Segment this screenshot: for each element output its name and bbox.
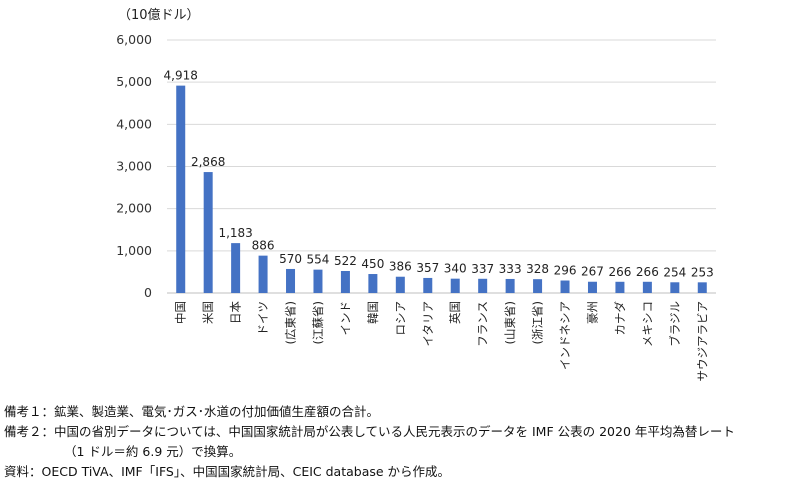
category-label: イタリア [421,301,435,347]
bar [368,274,378,293]
category-label: フランス [476,301,490,347]
value-label: 386 [389,260,412,274]
category-label: カナダ [613,301,627,336]
category-labels: 中国 米国 日本 ドイツ (広東省) (江蘇省) インド 韓国 ロシア イタリア 英国 フランス (山東… [174,301,710,382]
unit-label: （10億ドル） [118,7,200,23]
value-label: 254 [663,265,686,279]
y-tick-label: 4,000 [116,116,152,131]
value-label: 450 [361,257,384,271]
category-label: メキシコ [640,301,654,347]
value-label: 267 [581,265,604,279]
note-2: 備考２：中国の省別データについては、中国国家統計局が公表している人民元表示のデー… [4,424,735,439]
bar [231,243,241,293]
category-label: ドイツ [256,301,270,336]
category-label: 韓国 [366,301,380,324]
value-label: 333 [499,262,522,276]
note-2-continued: （1 ドル＝約 6.9 元）で換算。 [64,444,242,459]
value-label: 886 [252,239,275,253]
bar [313,269,323,293]
value-label: 570 [279,252,302,266]
category-label: サウジアラビア [695,301,709,382]
category-label: 日本 [229,301,243,324]
bar [395,276,405,293]
category-label: インド [338,301,352,336]
bar [478,278,488,293]
y-tick-label: 6,000 [116,32,152,47]
value-label: 253 [691,265,714,279]
value-label: 266 [608,265,631,279]
gridlines [167,39,716,294]
value-label: 340 [444,262,467,276]
y-tick-label: 2,000 [116,201,152,216]
y-tick-label: 3,000 [116,159,152,174]
category-label: 中国 [174,301,188,324]
bar [258,255,268,293]
value-label: 2,868 [191,155,225,169]
value-label: 522 [334,254,357,268]
bar-chart: （10億ドル） 01,0002,0003,0004,0005,0006,000 … [116,7,716,382]
note-1: 備考１：鉱業、製造業、電気･ガス･水道の付加価値生産額の合計。 [4,404,380,419]
bar [176,85,186,294]
bar [697,282,707,293]
category-label: インドネシア [558,301,572,370]
bar [670,282,680,293]
category-label: 米国 [201,301,215,324]
y-tick-labels: 0 1,000 2,000 3,000 4,000 5,000 6,000 [116,32,152,300]
category-label: (広東省) [284,301,298,344]
bar [615,281,625,293]
value-label: 1,183 [218,226,252,240]
bar [423,277,433,293]
bar [587,281,597,293]
value-label: 554 [307,253,330,267]
value-label: 357 [416,261,439,275]
bar [450,278,460,293]
bar [642,281,652,293]
y-tick-label: 5,000 [116,74,152,89]
category-label: 豪州 [585,301,599,324]
value-label: 328 [526,262,549,276]
category-label: ブラジル [668,301,682,347]
category-label: (江蘇省) [311,301,325,344]
value-label: 266 [636,265,659,279]
y-tick-label: 1,000 [116,243,152,258]
y-tick-label: 0 [144,285,152,300]
bar [505,278,515,293]
bar [286,268,296,293]
bars [176,85,707,294]
notes-section: 備考１：鉱業、製造業、電気･ガス･水道の付加価値生産額の合計。 備考２：中国の省… [4,402,784,482]
bar [340,270,350,293]
value-label: 337 [471,262,494,276]
bar [560,280,570,293]
category-label: 英国 [448,301,462,324]
value-label: 296 [554,264,577,278]
category-label: ロシア [393,301,407,336]
category-label: (浙江省) [531,301,545,344]
source-note: 資料：OECD TiVA、IMF「IFS」、中国国家統計局、CEIC datab… [4,464,451,479]
bar [533,279,543,293]
value-label: 4,918 [164,69,198,83]
category-label: (山東省) [503,301,517,344]
bar [203,172,213,293]
